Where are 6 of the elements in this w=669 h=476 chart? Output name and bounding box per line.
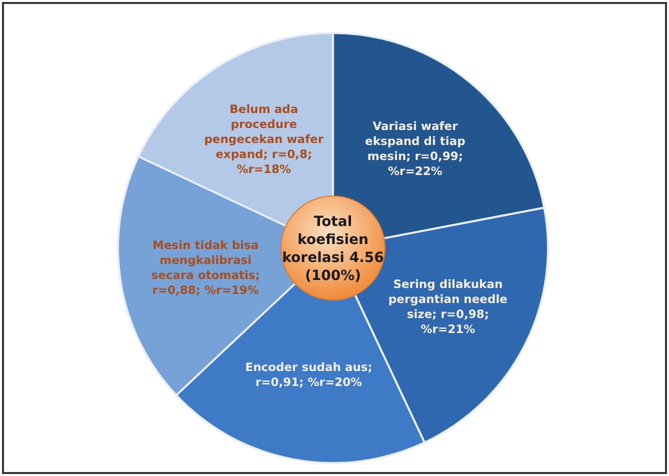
slice-label: Variasi wafer ekspand di tiap mesin; r=0,99; %r=22%	[364, 118, 466, 179]
slice-label: Sering dilakukan pergantian needle size; r=0,98; %r=21%	[387, 276, 508, 337]
slice-label: Belum ada procedure pengecekan wafer expand; r=0,8; %r=18%	[203, 102, 325, 177]
slice-label: Encoder sudah aus; r=0,91; %r=20%	[244, 360, 374, 390]
slice-label: Mesin tidak bisa mengkalibrasi secara otomatis; r=0,88; %r=19%	[150, 238, 261, 298]
text: Total koefisien korelasi 4.56 (100%)	[282, 214, 384, 284]
